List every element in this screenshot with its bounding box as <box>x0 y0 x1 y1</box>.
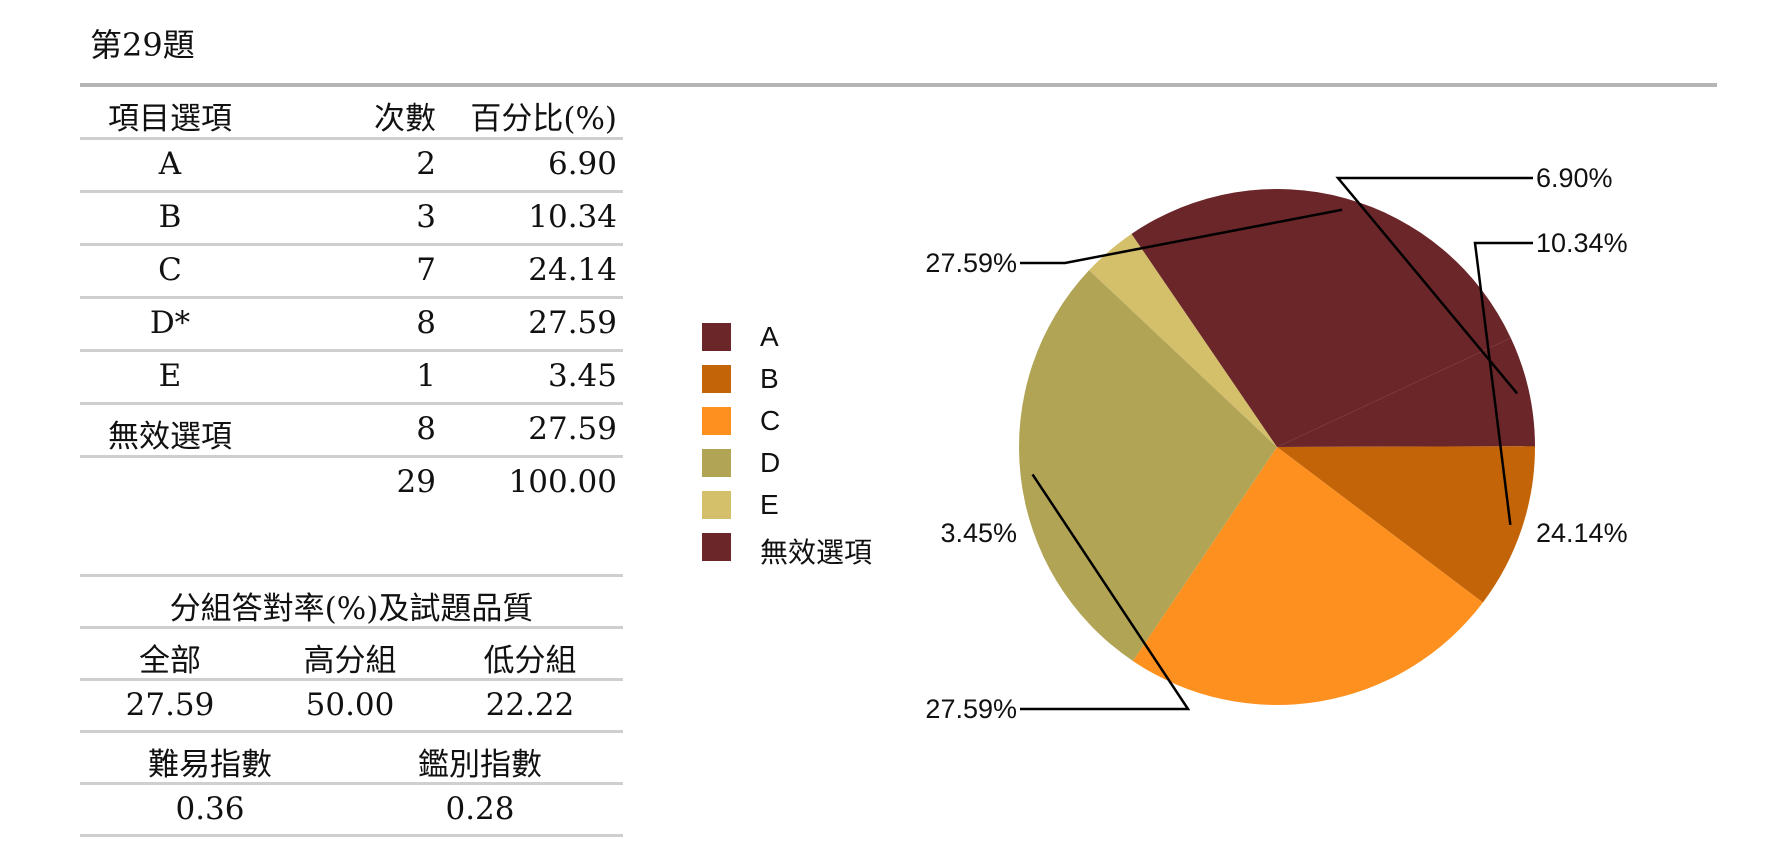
data-label: 24.14% <box>1536 518 1628 548</box>
option-count: 8 <box>416 411 436 447</box>
index-header-row: 難易指數 鑑別指數 <box>80 733 623 785</box>
quality-table: 分組答對率(%)及試題品質 全部 高分組 低分組 27.59 50.00 22.… <box>80 574 623 837</box>
table-row: 無效選項 8 27.59 <box>80 405 623 458</box>
index-value-row: 0.36 0.28 <box>80 785 623 837</box>
group-value-low: 22.22 <box>485 687 575 723</box>
option-percent: 27.59 <box>528 411 617 447</box>
legend-label: A <box>760 321 779 352</box>
difficulty-index-header: 難易指數 <box>148 747 272 783</box>
group-header-all: 全部 <box>139 643 201 679</box>
table-row: B 3 10.34 <box>80 193 623 246</box>
option-label: A <box>158 146 182 182</box>
option-percent: 10.34 <box>528 199 617 235</box>
table-row: C 7 24.14 <box>80 246 623 299</box>
legend-label: E <box>760 489 779 520</box>
option-table-header: 項目選項 次數 百分比(%) <box>80 87 623 140</box>
pie-slice <box>1018 270 1277 662</box>
option-count: 8 <box>416 305 436 341</box>
legend-label: B <box>760 363 779 394</box>
header-option: 項目選項 <box>108 101 232 137</box>
group-value-row: 27.59 50.00 22.22 <box>80 681 623 733</box>
option-percent: 27.59 <box>528 305 617 341</box>
group-header-high: 高分組 <box>303 643 397 679</box>
difficulty-index-value: 0.36 <box>175 791 245 827</box>
quality-title: 分組答對率(%)及試題品質 <box>169 591 534 627</box>
option-count: 3 <box>416 199 436 235</box>
header-count: 次數 <box>374 101 436 137</box>
discrimination-index-value: 0.28 <box>445 791 515 827</box>
legend-swatch <box>702 407 731 435</box>
pie-slice <box>1131 189 1511 448</box>
data-label: 6.90% <box>1536 163 1613 193</box>
group-header-row: 全部 高分組 低分組 <box>80 629 623 681</box>
data-label: 27.59% <box>925 248 1017 278</box>
table-row: A 2 6.90 <box>80 140 623 193</box>
legend-swatch <box>702 323 731 351</box>
option-label: D* <box>149 305 191 341</box>
group-header-low: 低分組 <box>483 643 577 679</box>
option-count: 2 <box>416 146 436 182</box>
table-row: D* 8 27.59 <box>80 299 623 352</box>
total-percent: 100.00 <box>508 464 617 500</box>
option-count: 1 <box>416 358 436 394</box>
quality-title-row: 分組答對率(%)及試題品質 <box>80 577 623 629</box>
table-row: E 1 3.45 <box>80 352 623 405</box>
option-label: B <box>158 199 182 235</box>
option-percent: 3.45 <box>547 358 617 394</box>
header-percent: 百分比(%) <box>470 101 617 137</box>
option-table: 項目選項 次數 百分比(%) A 2 6.90 B 3 10.34 C 7 24… <box>80 87 623 508</box>
group-value-high: 50.00 <box>305 687 395 723</box>
option-label: C <box>158 252 182 288</box>
pie-slice <box>1277 446 1536 603</box>
legend-swatch <box>702 491 731 519</box>
option-label: 無效選項 <box>108 419 232 455</box>
leader-line <box>1020 208 1343 265</box>
leader-line <box>1335 176 1533 395</box>
group-value-all: 27.59 <box>125 687 215 723</box>
discrimination-index-header: 鑑別指數 <box>418 747 542 783</box>
pie-slice <box>1132 447 1483 706</box>
total-row: 29 100.00 <box>80 458 623 508</box>
option-label: E <box>158 358 182 394</box>
top-divider <box>80 83 1717 87</box>
legend-label: 無效選項 <box>760 537 873 568</box>
data-label: 10.34% <box>1536 228 1628 258</box>
total-count: 29 <box>396 464 436 500</box>
option-percent: 6.90 <box>547 146 617 182</box>
legend-swatch <box>702 449 731 477</box>
option-count: 7 <box>416 252 436 288</box>
leader-line <box>1473 241 1533 525</box>
data-label: 3.45% <box>940 518 1017 548</box>
pie-slice <box>1277 337 1535 447</box>
leader-line <box>1020 473 1191 711</box>
legend-swatch <box>702 365 731 393</box>
question-title: 第29題 <box>90 26 195 64</box>
option-percent: 24.14 <box>528 252 617 288</box>
pie-slice <box>1089 233 1277 447</box>
legend-label: C <box>760 405 781 436</box>
legend-swatch <box>702 533 731 561</box>
data-label: 27.59% <box>925 694 1017 724</box>
legend-label: D <box>760 447 781 478</box>
